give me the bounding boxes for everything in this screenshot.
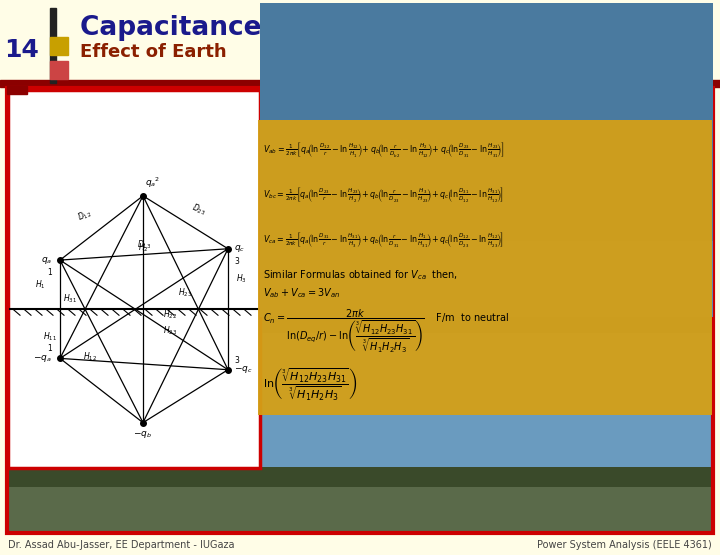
Text: $D_{12}$: $D_{12}$ <box>76 206 94 224</box>
Text: Effect of Earth: Effect of Earth <box>80 43 227 61</box>
Text: $D_{13}$: $D_{13}$ <box>137 239 151 251</box>
Text: $q_a{}^2$: $q_a{}^2$ <box>145 175 161 190</box>
Text: 1: 1 <box>48 268 52 277</box>
Text: $C_n=\dfrac{2\pi k}{\ln\!\left(D_{eq}/r\right)-\ln\!\left(\dfrac{\sqrt[3]{H_{12}: $C_n=\dfrac{2\pi k}{\ln\!\left(D_{eq}/r\… <box>263 307 509 354</box>
Text: $H_1$: $H_1$ <box>35 279 46 291</box>
Text: $H_3$: $H_3$ <box>236 273 247 285</box>
Text: Capacitance of a Three-Phase Lines: Capacitance of a Three-Phase Lines <box>80 15 610 41</box>
Text: $V_{bc}=\frac{1}{2\pi k}\left[q_a\!\left(\!\ln\frac{D_{23}}{r}-\ln\frac{H_{23}}{: $V_{bc}=\frac{1}{2\pi k}\left[q_a\!\left… <box>263 186 504 205</box>
Text: Dr. Assad Abu-Jasser, EE Department - IUGaza: Dr. Assad Abu-Jasser, EE Department - IU… <box>8 540 235 550</box>
Text: $\ln\!\left(\dfrac{\sqrt[3]{H_{12}H_{23}H_{31}}}{\sqrt[3]{H_1H_2H_3}}\right)$: $\ln\!\left(\dfrac{\sqrt[3]{H_{12}H_{23}… <box>263 367 357 403</box>
Text: $V_{ab}=\frac{1}{2\pi k}\left[q_a\!\left(\!\ln\frac{D_{12}}{r}-\ln\frac{H_{12}}{: $V_{ab}=\frac{1}{2\pi k}\left[q_a\!\left… <box>263 141 504 160</box>
Text: $-q_b$: $-q_b$ <box>133 428 153 440</box>
Bar <box>0 80 720 87</box>
Bar <box>50 8 56 83</box>
Text: Similar Formulas obtained for $V_{ca}$  then,: Similar Formulas obtained for $V_{ca}$ t… <box>263 268 458 282</box>
Text: $q_c$: $q_c$ <box>234 243 245 254</box>
Bar <box>50 61 68 79</box>
Bar <box>8 90 260 468</box>
Bar <box>8 89 712 532</box>
Text: 1: 1 <box>48 345 52 354</box>
Text: $V_{ca}=\frac{1}{2\pi k}\left[q_a\!\left(\!\ln\frac{D_{31}}{r}-\ln\frac{H_{31}}{: $V_{ca}=\frac{1}{2\pi k}\left[q_a\!\left… <box>263 231 503 250</box>
Bar <box>0 0 720 87</box>
Text: $-q_c$: $-q_c$ <box>234 364 253 375</box>
Bar <box>8 467 712 532</box>
Text: $q_a$: $q_a$ <box>41 255 52 266</box>
Text: $H_{11}$: $H_{11}$ <box>43 330 57 342</box>
Bar <box>7 88 713 533</box>
Bar <box>7 86 27 94</box>
Bar <box>50 37 68 55</box>
Bar <box>260 3 713 241</box>
Text: 14: 14 <box>4 38 40 62</box>
Text: $H_{31}$: $H_{31}$ <box>63 292 77 305</box>
Text: $-q_a$: $-q_a$ <box>33 353 52 364</box>
Text: 3: 3 <box>234 356 239 365</box>
Text: 3: 3 <box>234 257 239 266</box>
Text: $H_{12}$: $H_{12}$ <box>83 350 97 362</box>
Bar <box>8 89 712 333</box>
Text: $H_{23}$: $H_{23}$ <box>163 325 177 337</box>
Bar <box>258 120 712 415</box>
Text: $V_{ab}+V_{ca}=3V_{an}$: $V_{ab}+V_{ca}=3V_{an}$ <box>263 286 341 300</box>
Text: $H_{22}$: $H_{22}$ <box>163 309 177 321</box>
Bar <box>8 487 712 532</box>
Text: Power System Analysis (EELE 4361): Power System Analysis (EELE 4361) <box>537 540 712 550</box>
Text: $D_{23}$: $D_{23}$ <box>189 201 207 218</box>
Bar <box>260 90 713 317</box>
Text: $H_2$: $H_2$ <box>138 241 148 254</box>
Text: $H_{23}$: $H_{23}$ <box>178 286 192 299</box>
